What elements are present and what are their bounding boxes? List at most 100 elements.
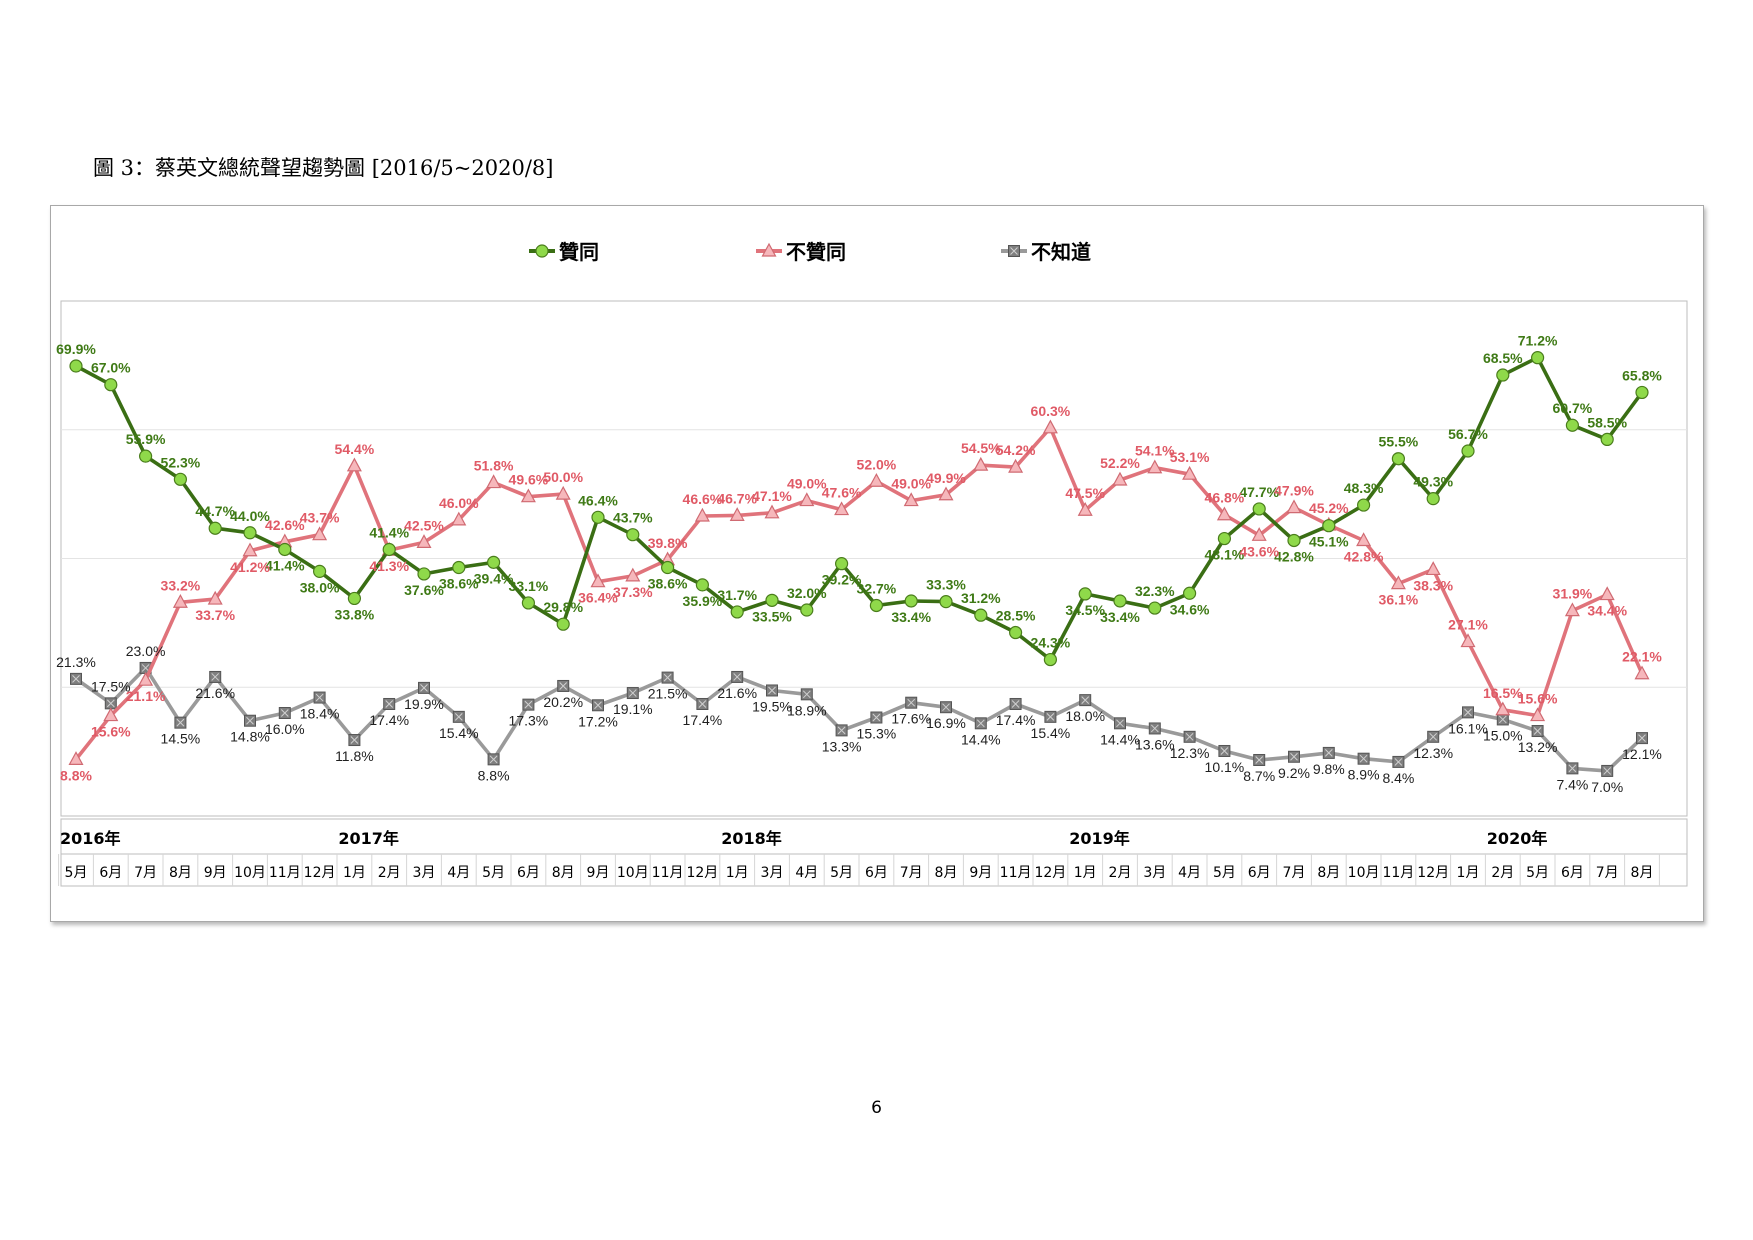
data-label: 41.2%	[230, 559, 270, 575]
data-label: 47.1%	[752, 488, 792, 504]
data-label: 47.5%	[1065, 485, 1105, 501]
data-point	[1391, 452, 1406, 466]
data-label: 16.0%	[265, 721, 305, 737]
data-label: 69.9%	[56, 341, 96, 357]
data-point	[1599, 586, 1615, 601]
data-point-cross	[315, 693, 324, 702]
month-tick-label: 9月	[204, 865, 227, 881]
data-label: 33.8%	[335, 606, 375, 622]
data-point	[695, 578, 710, 592]
data-point	[417, 567, 431, 581]
data-label: 49.3%	[1413, 474, 1453, 490]
data-point	[869, 598, 884, 613]
data-point	[1390, 575, 1406, 590]
data-point-cross	[1290, 752, 1298, 761]
data-label: 38.6%	[648, 576, 688, 592]
data-point-cross	[942, 703, 950, 712]
data-label: 21.6%	[195, 685, 235, 701]
data-point	[1077, 501, 1093, 516]
data-label: 43.7%	[300, 510, 340, 526]
data-point-cross	[1081, 696, 1090, 704]
legend-marker-cross	[1010, 247, 1018, 255]
month-tick-label: 11月	[1382, 865, 1414, 881]
data-label: 15.6%	[91, 724, 131, 740]
data-label: 41.4%	[369, 524, 409, 540]
data-label: 41.3%	[369, 558, 409, 574]
data-label: 52.3%	[161, 454, 201, 470]
month-tick-label: 8月	[1631, 865, 1654, 881]
data-point	[625, 567, 641, 582]
data-point-cross	[628, 689, 637, 697]
data-label: 29.8%	[543, 599, 583, 615]
data-label: 67.0%	[91, 360, 131, 376]
data-point	[416, 534, 432, 549]
data-label: 41.4%	[265, 557, 305, 573]
page-number: 6	[871, 1098, 882, 1118]
data-label: 71.2%	[1518, 333, 1558, 349]
data-label: 42.6%	[265, 517, 305, 533]
data-point	[382, 542, 396, 557]
month-tick-label: 4月	[795, 865, 818, 881]
month-tick-label: 1月	[1457, 865, 1480, 881]
data-point	[104, 378, 118, 392]
data-point	[764, 504, 780, 519]
data-label: 8.8%	[60, 767, 92, 783]
data-label: 54.2%	[996, 442, 1036, 458]
data-label: 31.2%	[961, 590, 1001, 606]
data-point	[486, 474, 502, 489]
data-label: 17.4%	[996, 712, 1036, 728]
data-point-cross	[524, 700, 533, 709]
data-label: 55.9%	[126, 431, 166, 447]
data-label: 17.4%	[369, 712, 409, 728]
data-label: 39.8%	[648, 535, 688, 551]
data-label: 39.4%	[474, 570, 514, 586]
data-label: 16.5%	[1483, 685, 1523, 701]
data-label: 34.4%	[1587, 603, 1627, 619]
data-point	[1252, 502, 1266, 516]
data-label: 33.4%	[1100, 609, 1140, 625]
data-label: 42.5%	[404, 517, 444, 533]
data-point-cross	[106, 699, 115, 708]
data-point	[590, 573, 606, 588]
data-point	[278, 542, 292, 557]
data-point-cross	[1533, 727, 1542, 735]
data-point	[208, 521, 222, 535]
data-label: 38.0%	[300, 579, 340, 595]
data-label: 16.1%	[1448, 720, 1488, 736]
data-label: 54.1%	[1135, 443, 1175, 459]
data-point	[1635, 385, 1649, 400]
legend-label: 不知道	[1031, 240, 1091, 264]
legend-label: 不贊同	[786, 240, 846, 264]
series-line	[74, 426, 1644, 761]
data-label: 47.9%	[1274, 483, 1314, 499]
month-tick-label: 10月	[1348, 865, 1380, 881]
data-point-cross	[837, 726, 846, 735]
month-tick-label: 6月	[1561, 865, 1584, 881]
month-tick-label: 8月	[552, 865, 575, 881]
data-label: 45.1%	[1309, 534, 1349, 550]
data-point	[1425, 561, 1441, 576]
month-tick-label: 3月	[1143, 865, 1166, 881]
data-label: 46.4%	[578, 492, 618, 508]
month-tick-label: 1月	[726, 865, 749, 881]
data-label: 21.1%	[126, 688, 166, 704]
data-label: 49.6%	[509, 472, 549, 488]
data-label: 21.5%	[648, 686, 688, 702]
data-point-cross	[1429, 732, 1438, 741]
data-label: 21.3%	[56, 654, 96, 670]
data-point	[1286, 499, 1302, 514]
chart-frame: 5月 6月 7月 8月 9月 10月 11月 12月 1月 2月 3月 4月 5月 6月 8月 9月 10月 11…	[50, 205, 1704, 922]
data-point	[1565, 418, 1580, 432]
year-tick-label: 2016年	[60, 829, 121, 848]
month-tick-label: 2月	[1109, 865, 1132, 881]
legend-marker	[535, 244, 549, 258]
data-point	[1634, 665, 1650, 680]
data-point	[452, 560, 466, 575]
data-label: 15.4%	[439, 725, 479, 741]
data-point	[242, 542, 258, 557]
data-point	[1426, 492, 1440, 506]
data-label: 60.3%	[1031, 403, 1071, 419]
month-tick-label: 5月	[1526, 865, 1549, 881]
data-label: 34.5%	[1065, 602, 1105, 618]
data-label: 17.4%	[683, 712, 723, 728]
